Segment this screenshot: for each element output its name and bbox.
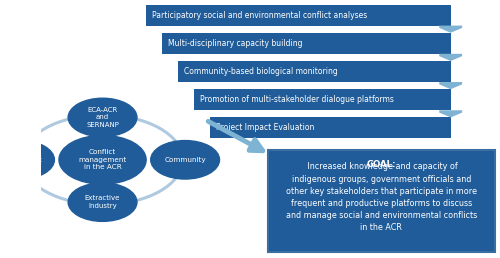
Text: Community-based biological monitoring: Community-based biological monitoring (184, 67, 338, 76)
Text: Increased knowledge and capacity of
indigenous groups, government officials and
: Increased knowledge and capacity of indi… (286, 162, 477, 232)
Circle shape (0, 141, 54, 179)
FancyBboxPatch shape (178, 61, 451, 82)
Text: Participatory social and environmental conflict analyses: Participatory social and environmental c… (152, 11, 368, 20)
Polygon shape (439, 26, 462, 33)
Circle shape (150, 141, 220, 179)
FancyBboxPatch shape (268, 150, 494, 252)
FancyBboxPatch shape (146, 5, 451, 26)
Text: ECA-ACR
and
SERNANP: ECA-ACR and SERNANP (86, 107, 119, 128)
Text: GOAL:: GOAL: (366, 160, 396, 169)
Text: Promotion of multi-stakeholder dialogue platforms: Promotion of multi-stakeholder dialogue … (200, 95, 394, 104)
FancyBboxPatch shape (162, 33, 451, 54)
Text: Multi-disciplinary capacity building: Multi-disciplinary capacity building (168, 39, 302, 48)
FancyBboxPatch shape (210, 117, 451, 139)
Text: Project Impact Evaluation: Project Impact Evaluation (216, 124, 314, 132)
FancyBboxPatch shape (194, 89, 451, 110)
Text: Government: Government (0, 157, 42, 163)
Polygon shape (439, 110, 462, 117)
Text: Extractive
Industry: Extractive Industry (85, 195, 120, 209)
Circle shape (59, 135, 146, 184)
Text: Conflict
management
in the ACR: Conflict management in the ACR (78, 149, 126, 170)
Polygon shape (439, 54, 462, 61)
Circle shape (68, 183, 137, 221)
Polygon shape (439, 82, 462, 89)
Text: Community: Community (164, 157, 206, 163)
Circle shape (68, 98, 137, 137)
